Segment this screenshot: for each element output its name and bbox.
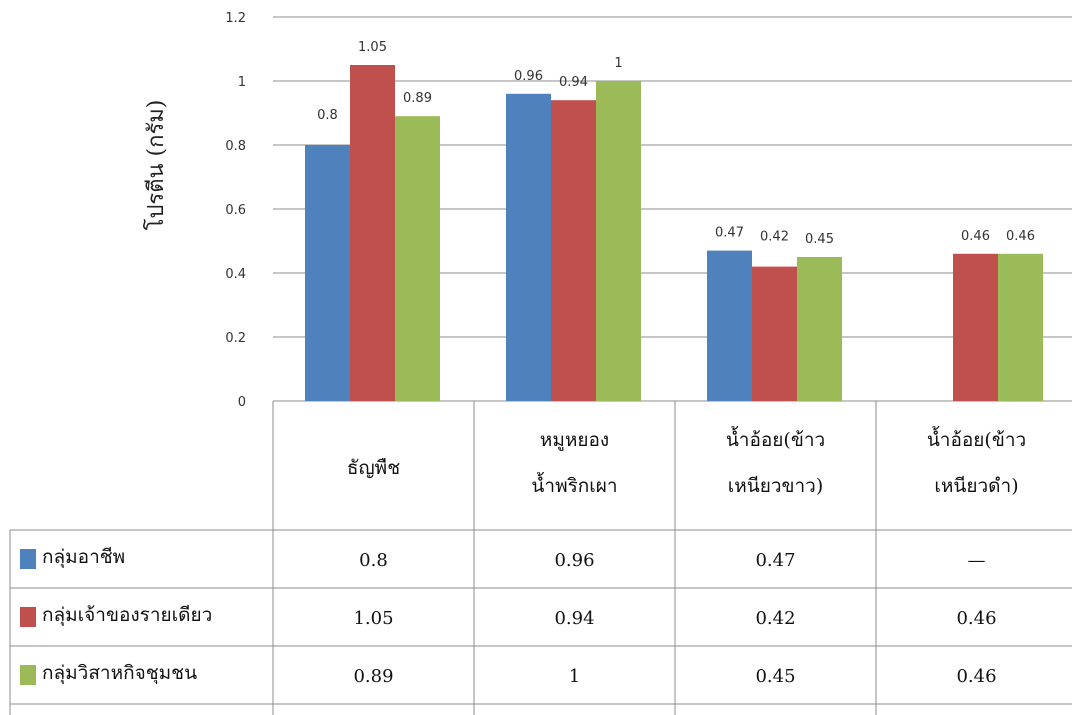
bar: [506, 93, 551, 402]
table-cell: 0.46: [956, 608, 996, 629]
table-cell: —: [968, 550, 986, 571]
table-cell: 0.96: [554, 550, 594, 571]
legend-label: กลุ่มอาชีพ: [42, 546, 125, 569]
data-label: 0.8: [317, 108, 338, 123]
bars: [305, 65, 1043, 402]
table-cell: 0.89: [353, 666, 393, 687]
y-axis-ticks: 0 0.2 0.4 0.6 0.8 1 1.2: [225, 11, 246, 410]
y-tick-label: 0: [238, 395, 246, 410]
legend-label: กลุ่มวิสาหกิจชุมชน: [42, 662, 197, 685]
y-tick-label: 0.4: [225, 267, 246, 282]
data-label: 0.46: [1006, 229, 1035, 244]
data-labels: 0.8 0.96 0.47 1.05 0.94 0.42 0.46 0.89 1 0.45 0.46: [317, 40, 1035, 247]
y-tick-label: 0.8: [225, 139, 246, 154]
table-cell: 1: [569, 666, 580, 687]
bar: [707, 250, 752, 401]
category-label: น้ำอ้อย(ข้าวเหนียวขาว): [726, 426, 825, 497]
legend-label: กลุ่มเจ้าของรายเดียว: [42, 604, 212, 627]
bar: [350, 65, 395, 401]
category-label: ธัญพืช: [347, 457, 400, 479]
bar: [305, 145, 350, 401]
bar: [752, 266, 797, 401]
table-cell: 0.42: [755, 608, 795, 629]
bar: [998, 253, 1043, 401]
data-label: 1: [614, 56, 622, 71]
data-label: 0.89: [403, 91, 432, 106]
data-label: 0.94: [559, 75, 588, 90]
table-cell: 0.46: [956, 666, 996, 687]
legend-swatch: [20, 665, 36, 685]
table-cell: 0.45: [755, 666, 795, 687]
data-table: ธัญพืช หมูหยองน้ำพริกเผา น้ำอ้อย(ข้าวเหนีย…: [9, 401, 1072, 715]
y-tick-label: 0.6: [225, 203, 246, 218]
data-label: 0.42: [760, 230, 789, 245]
table-cell: 0.47: [755, 550, 795, 571]
data-label: 0.46: [961, 229, 990, 244]
bar: [395, 116, 440, 401]
y-axis-label: โปรตีน (กรัม): [143, 100, 169, 231]
bar: [953, 253, 998, 401]
data-label: 1.05: [358, 40, 387, 55]
bar: [797, 257, 842, 401]
category-label: น้ำอ้อย(ข้าวเหนียวดำ): [927, 426, 1026, 497]
table-cell: 0.94: [554, 608, 594, 629]
legend-swatch: [20, 549, 36, 569]
y-tick-label: 1: [238, 75, 246, 90]
bar: [596, 81, 641, 401]
legend-swatch: [20, 607, 36, 627]
data-label: 0.45: [805, 232, 834, 247]
y-tick-label: 0.2: [225, 331, 246, 346]
category-label: หมูหยองน้ำพริกเผา: [531, 429, 617, 497]
bar: [551, 100, 596, 401]
table-cell: 1.05: [353, 608, 393, 629]
data-label: 0.96: [514, 69, 543, 84]
data-label: 0.47: [715, 226, 744, 241]
y-tick-label: 1.2: [225, 11, 246, 26]
table-cell: 0.8: [359, 550, 388, 571]
